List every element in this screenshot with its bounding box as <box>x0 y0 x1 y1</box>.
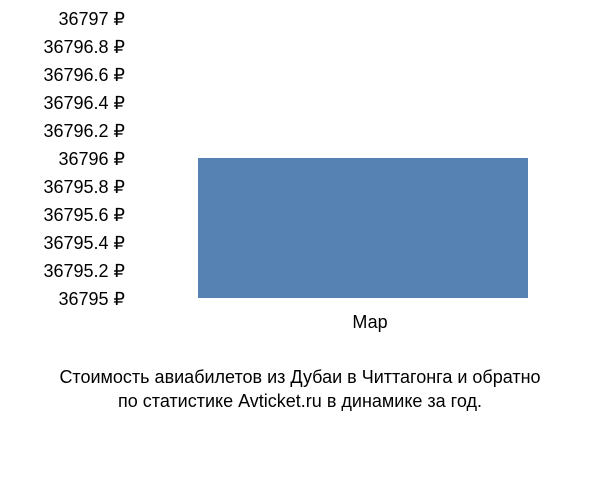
bar-mar <box>198 158 528 298</box>
y-tick-label: 36795.2 ₽ <box>43 261 125 282</box>
caption-line-2: по статистике Avticket.ru в динамике за … <box>118 391 482 411</box>
y-tick-label: 36795.6 ₽ <box>43 205 125 226</box>
y-tick-label: 36796.2 ₽ <box>43 121 125 142</box>
chart-container: 36797 ₽ 36796.8 ₽ 36796.6 ₽ 36796.4 ₽ 36… <box>0 0 600 500</box>
y-tick-label: 36796 ₽ <box>58 149 125 170</box>
x-tick-label: Мар <box>330 312 410 333</box>
y-tick-label: 36795 ₽ <box>58 289 125 310</box>
chart-caption: Стоимость авиабилетов из Дубаи в Читтаго… <box>0 365 600 414</box>
y-tick-label: 36796.4 ₽ <box>43 93 125 114</box>
y-tick-label: 36795.4 ₽ <box>43 233 125 254</box>
y-tick-label: 36797 ₽ <box>58 9 125 30</box>
y-tick-label: 36795.8 ₽ <box>43 177 125 198</box>
caption-line-1: Стоимость авиабилетов из Дубаи в Читтаго… <box>59 367 540 387</box>
y-tick-label: 36796.6 ₽ <box>43 65 125 86</box>
y-tick-label: 36796.8 ₽ <box>43 37 125 58</box>
